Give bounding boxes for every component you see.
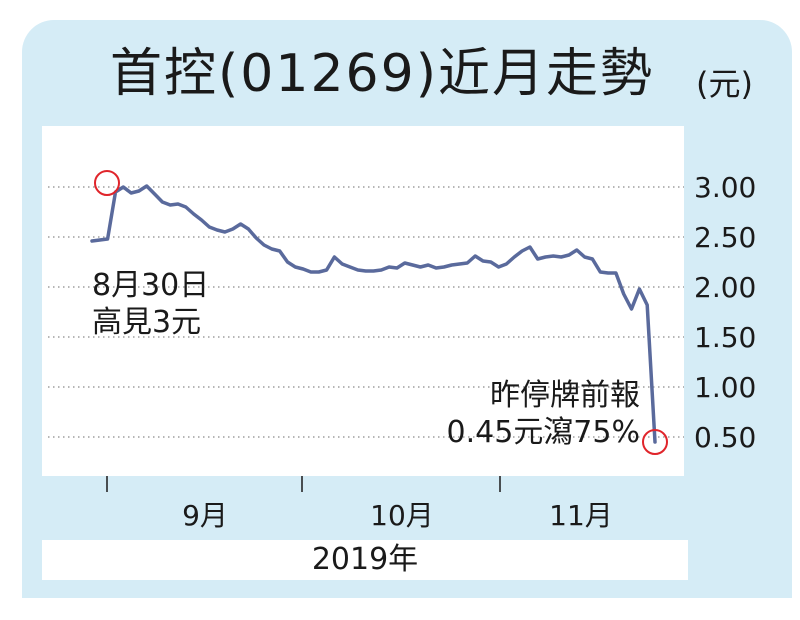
low-annotation-line1: 昨停牌前報 [490, 378, 640, 413]
y-tick-label: 0.50 [694, 421, 756, 454]
grid-lines [48, 186, 684, 438]
chart-title: 首控(01269)近月走勢 [110, 44, 654, 104]
y-axis-ticks: 3.00 2.50 2.00 1.50 1.00 0.50 [694, 171, 756, 454]
year-label: 2019年 [42, 540, 688, 580]
x-month-label: 10月 [370, 499, 434, 532]
series-layer [90, 184, 657, 444]
y-tick-label: 1.00 [694, 371, 756, 404]
y-tick-label: 3.00 [694, 171, 756, 204]
low-annotation-line2: 0.45元瀉75% [446, 414, 640, 450]
low-point-marker [642, 429, 668, 455]
plot-area [42, 126, 684, 476]
y-tick-label: 1.50 [694, 321, 756, 354]
price-line [90, 184, 657, 444]
marker-layer [94, 170, 668, 455]
y-tick-label: 2.50 [694, 221, 756, 254]
x-month-label: 9月 [182, 499, 228, 532]
high-annotation-value: 高見3元 [92, 304, 202, 340]
y-axis-unit: (元) [696, 65, 753, 103]
x-month-label: 11月 [549, 499, 613, 532]
high-annotation-date: 8月30日 [92, 268, 210, 303]
x-axis: 9月 10月 11月 [106, 476, 613, 532]
high-point-marker [94, 170, 120, 196]
low-annotation: 昨停牌前報 0.45元瀉75% [360, 378, 640, 451]
y-tick-label: 2.00 [694, 271, 756, 304]
high-annotation: 8月30日 高見3元 [92, 268, 209, 341]
